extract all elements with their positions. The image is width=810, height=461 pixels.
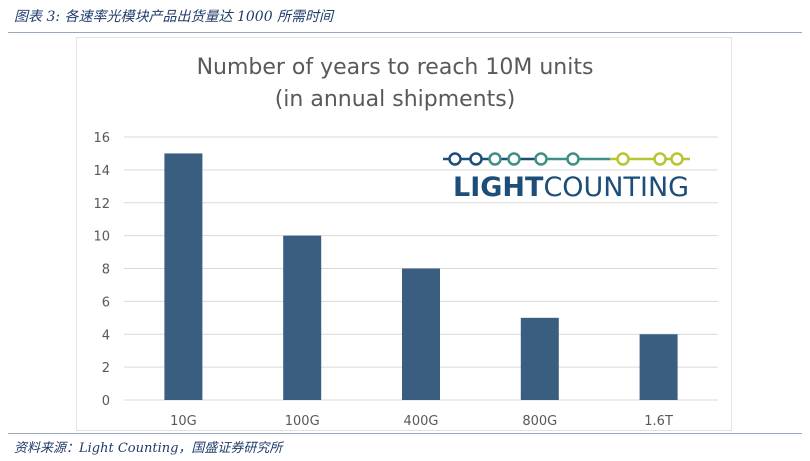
x-tick-label: 100G — [285, 414, 320, 429]
y-tick-label: 10 — [93, 230, 110, 245]
y-tick-label: 4 — [102, 328, 110, 343]
y-tick-label: 6 — [102, 295, 110, 310]
bar-100g — [283, 235, 322, 400]
figure-caption: 图表 3: 各速率光模块产品出货量达 1000 所需时间 — [14, 9, 334, 25]
x-axis-tick-labels: 10G 100G 400G 800G 1.6T — [170, 414, 673, 429]
bottom-divider — [8, 433, 802, 434]
logo-chain-circle — [448, 152, 462, 166]
x-tick-label: 10G — [170, 414, 197, 429]
x-tick-label: 800G — [522, 414, 557, 429]
lightcounting-logo: LIGHTCOUNTING — [443, 152, 690, 203]
logo-chain-circle — [653, 152, 667, 166]
logo-chain-circle — [616, 152, 630, 166]
logo-chain-circle — [469, 152, 483, 166]
y-tick-label: 0 — [102, 394, 110, 409]
logo-chain-circle — [488, 152, 502, 166]
bar-10g — [164, 153, 203, 400]
x-tick-label: 400G — [404, 414, 439, 429]
logo-text-regular: COUNTING — [543, 172, 689, 203]
source-note: 资料来源：Light Counting，国盛证券研究所 — [14, 441, 283, 456]
bar-800g — [520, 317, 559, 400]
logo-wordmark: LIGHTCOUNTING — [453, 172, 689, 203]
y-tick-label: 16 — [93, 131, 110, 146]
logo-chain-circle — [534, 152, 548, 166]
y-tick-label: 14 — [93, 164, 110, 179]
logo-chain-circle — [670, 152, 684, 166]
bars — [164, 153, 678, 400]
y-tick-label: 8 — [102, 263, 110, 278]
top-divider — [8, 32, 802, 33]
logo-chain-graphic — [443, 152, 690, 166]
bar-400g — [402, 268, 440, 400]
logo-chain-circle — [507, 152, 521, 166]
chart-title-line1: Number of years to reach 10M units — [197, 55, 594, 80]
x-tick-label: 1.6T — [644, 414, 673, 429]
bar-1-6t — [639, 334, 678, 400]
y-tick-label: 12 — [93, 197, 110, 212]
y-tick-label: 2 — [102, 361, 110, 376]
logo-text-bold: LIGHT — [453, 172, 544, 203]
chart-title-line2: (in annual shipments) — [275, 87, 516, 112]
logo-chain-circle — [566, 152, 580, 166]
y-axis-tick-labels: 0 2 4 6 8 10 12 14 16 — [93, 131, 110, 409]
